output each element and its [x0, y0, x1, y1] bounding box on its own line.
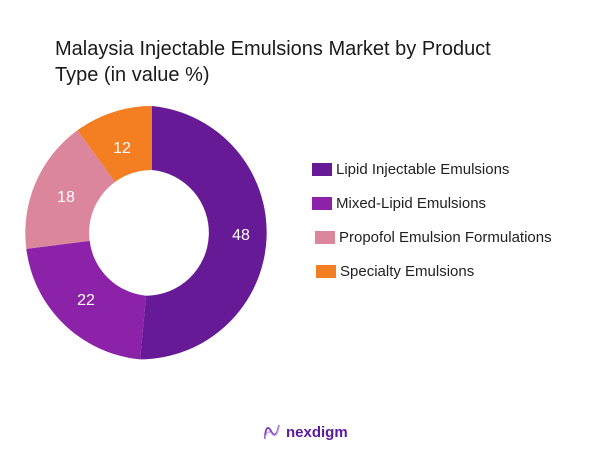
legend-item-mixed-lipid: Mixed-Lipid Emulsions — [312, 186, 552, 220]
legend-label: Lipid Injectable Emulsions — [336, 160, 510, 178]
legend: Lipid Injectable Emulsions Mixed-Lipid E… — [312, 152, 552, 288]
legend-label: Specialty Emulsions — [340, 262, 475, 280]
legend-label: Propofol Emulsion Formulations — [339, 228, 552, 246]
legend-item-lipid-injectable: Lipid Injectable Emulsions — [312, 152, 552, 186]
label-48: 48 — [232, 227, 250, 244]
title-line-1: Malaysia Injectable Emulsions Market by … — [55, 38, 491, 60]
legend-label: Mixed-Lipid Emulsions — [336, 194, 487, 212]
legend-swatch — [312, 162, 332, 176]
nexdigm-wave-icon — [264, 424, 280, 440]
legend-item-specialty: Specialty Emulsions — [312, 254, 552, 288]
slice-mixed-lipid — [26, 240, 147, 360]
legend-swatch — [316, 264, 336, 278]
title-line-2: Type (in value %) — [55, 64, 210, 86]
legend-swatch — [312, 196, 332, 210]
legend-swatch — [315, 230, 335, 244]
donut-chart: 48 22 18 12 — [25, 106, 267, 360]
slice-specialty — [77, 106, 152, 182]
slice-lipid-injectable — [140, 106, 267, 360]
label-22: 22 — [77, 292, 95, 309]
label-12: 12 — [113, 140, 131, 157]
label-18: 18 — [57, 189, 75, 206]
slice-propofol — [25, 130, 116, 249]
nexdigm-logo: nexdigm — [262, 422, 348, 442]
chart-title: Malaysia Injectable Emulsions Market by … — [55, 36, 555, 88]
logo-text: nexdigm — [286, 423, 348, 441]
legend-item-propofol: Propofol Emulsion Formulations — [312, 220, 552, 254]
